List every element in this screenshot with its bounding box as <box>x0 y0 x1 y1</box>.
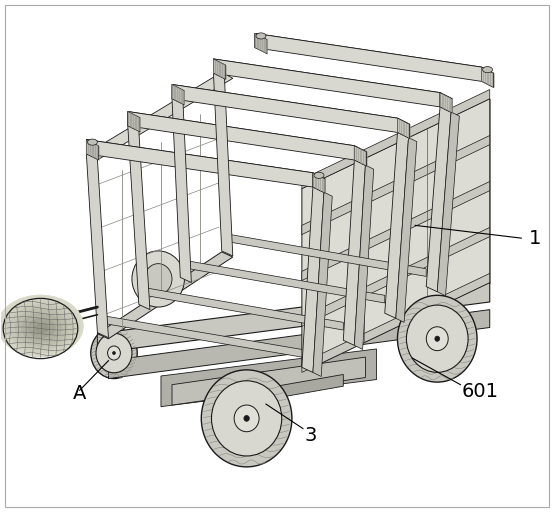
Ellipse shape <box>25 314 53 334</box>
Ellipse shape <box>201 370 292 467</box>
Polygon shape <box>128 112 355 160</box>
Polygon shape <box>426 107 451 292</box>
Polygon shape <box>255 33 267 54</box>
Ellipse shape <box>145 264 172 294</box>
Polygon shape <box>213 73 233 256</box>
Polygon shape <box>86 72 233 160</box>
Polygon shape <box>172 357 366 405</box>
Ellipse shape <box>34 323 49 333</box>
Polygon shape <box>172 99 191 283</box>
Polygon shape <box>172 84 184 105</box>
Polygon shape <box>180 260 385 303</box>
Polygon shape <box>213 59 225 79</box>
Polygon shape <box>172 84 409 124</box>
Polygon shape <box>302 90 490 188</box>
Polygon shape <box>302 227 490 327</box>
Polygon shape <box>302 99 490 372</box>
Ellipse shape <box>1 296 80 354</box>
Polygon shape <box>313 173 325 193</box>
Ellipse shape <box>427 327 448 351</box>
Text: 1: 1 <box>529 229 541 248</box>
Ellipse shape <box>15 308 68 347</box>
Polygon shape <box>98 315 302 357</box>
Ellipse shape <box>397 295 477 382</box>
Polygon shape <box>98 283 490 353</box>
Ellipse shape <box>483 67 493 73</box>
Polygon shape <box>86 154 109 338</box>
Polygon shape <box>109 310 490 378</box>
Polygon shape <box>343 160 366 346</box>
Polygon shape <box>86 140 99 160</box>
Polygon shape <box>437 112 459 296</box>
Ellipse shape <box>21 313 62 343</box>
Polygon shape <box>161 349 377 407</box>
Polygon shape <box>302 273 490 372</box>
Ellipse shape <box>96 333 132 373</box>
Ellipse shape <box>91 328 137 378</box>
Ellipse shape <box>112 351 115 354</box>
Ellipse shape <box>0 295 84 357</box>
Ellipse shape <box>107 346 120 360</box>
Polygon shape <box>222 233 426 276</box>
Ellipse shape <box>9 304 73 350</box>
Polygon shape <box>313 192 332 376</box>
Ellipse shape <box>5 301 77 353</box>
Polygon shape <box>213 59 440 107</box>
Polygon shape <box>47 318 60 335</box>
Ellipse shape <box>234 405 259 432</box>
Polygon shape <box>396 138 417 323</box>
Polygon shape <box>128 112 367 152</box>
Text: 3: 3 <box>305 426 317 445</box>
Polygon shape <box>302 181 490 281</box>
Ellipse shape <box>0 296 83 357</box>
Ellipse shape <box>132 251 184 307</box>
Ellipse shape <box>8 302 71 348</box>
Ellipse shape <box>19 309 60 339</box>
Polygon shape <box>397 118 409 139</box>
Polygon shape <box>213 59 452 99</box>
Polygon shape <box>355 146 367 166</box>
Ellipse shape <box>32 318 47 329</box>
Text: 601: 601 <box>462 382 499 401</box>
Ellipse shape <box>244 415 249 421</box>
Ellipse shape <box>407 305 468 372</box>
Polygon shape <box>172 84 397 133</box>
Ellipse shape <box>0 295 84 357</box>
Ellipse shape <box>13 305 66 344</box>
Polygon shape <box>98 252 233 339</box>
Polygon shape <box>86 140 313 187</box>
Ellipse shape <box>88 139 98 145</box>
Ellipse shape <box>212 381 282 456</box>
Polygon shape <box>128 126 150 310</box>
Polygon shape <box>255 33 481 81</box>
Polygon shape <box>139 287 343 330</box>
Polygon shape <box>385 133 408 318</box>
Ellipse shape <box>4 299 76 351</box>
Ellipse shape <box>0 295 82 356</box>
Polygon shape <box>481 67 494 88</box>
Polygon shape <box>355 165 374 350</box>
Ellipse shape <box>28 318 55 338</box>
Polygon shape <box>233 374 343 406</box>
Ellipse shape <box>314 172 324 178</box>
Polygon shape <box>302 136 490 234</box>
Polygon shape <box>440 93 452 113</box>
Polygon shape <box>302 187 324 372</box>
Text: A: A <box>73 385 86 403</box>
Ellipse shape <box>1 298 80 355</box>
Polygon shape <box>255 33 494 73</box>
Ellipse shape <box>435 336 440 342</box>
Polygon shape <box>86 140 325 179</box>
Ellipse shape <box>256 33 266 39</box>
Polygon shape <box>128 112 140 132</box>
